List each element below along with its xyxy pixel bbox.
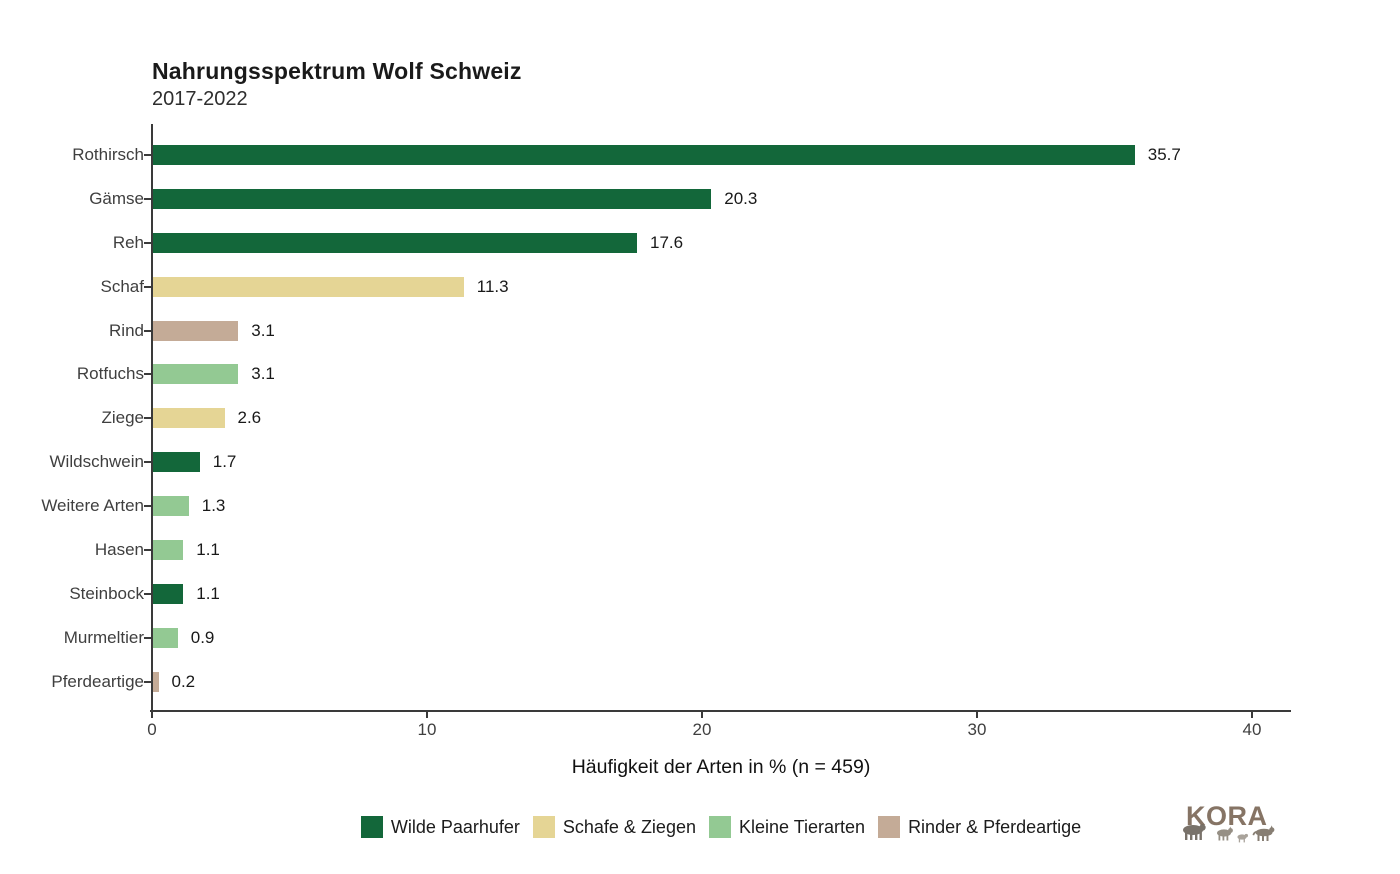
bar-weitere-arten (153, 496, 189, 517)
legend-label-kleine-tierarten: Kleine Tierarten (738, 816, 866, 837)
category-label-rothirsch: Rothirsch (72, 144, 144, 164)
value-label-weitere-arten: 1.3 (201, 496, 226, 516)
category-label-pferdeartige: Pferdeartige (51, 671, 144, 691)
category-label-schaf: Schaf (100, 276, 144, 296)
x-axis-tick-40 (1251, 712, 1253, 718)
value-label-schaf: 11.3 (476, 276, 509, 296)
x-axis-title: Häufigkeit der Arten in % (n = 459) (571, 756, 871, 778)
bar-hasen (153, 540, 184, 561)
value-label-hasen: 1.1 (196, 540, 220, 560)
value-label-rotfuchs: 3.1 (251, 364, 275, 384)
legend-swatch-wilde-paarhufer (360, 816, 383, 838)
value-label-rothirsch: 35.7 (1147, 144, 1181, 164)
value-label-reh: 17.6 (650, 232, 684, 252)
category-label-rotfuchs: Rotfuchs (76, 364, 144, 384)
x-axis-tick-label-0: 0 (147, 720, 157, 739)
chart-title: Nahrungsspektrum Wolf Schweiz (152, 58, 522, 84)
y-axis-tick (144, 417, 151, 420)
kora-logo: KORA (1183, 801, 1276, 849)
x-axis-tick-label-30: 30 (967, 720, 987, 739)
y-axis-tick (144, 636, 151, 639)
chart-subtitle: 2017-2022 (152, 88, 248, 110)
y-axis-tick (144, 461, 151, 464)
legend-item-kleine-tierarten: Kleine Tierarten (708, 816, 866, 838)
y-axis-tick (144, 592, 151, 595)
legend-swatch-rinder-pferdeartige (878, 816, 901, 838)
category-label-rind: Rind (109, 320, 144, 340)
bar-schaf (153, 276, 464, 297)
x-axis-tick-label-10: 10 (417, 720, 437, 739)
bar-ziege (153, 408, 225, 429)
legend-label-rinder-pferdeartige: Rinder & Pferdeartige (908, 816, 1082, 837)
bar-rothirsch (153, 144, 1135, 165)
category-label-gämse: Gämse (89, 188, 144, 208)
value-label-gämse: 20.3 (724, 188, 758, 208)
category-label-steinbock: Steinbock (69, 583, 144, 603)
value-label-wildschwein: 1.7 (212, 452, 237, 472)
kora-logo-text: KORA (1186, 801, 1268, 831)
legend-swatch-kleine-tierarten (708, 816, 731, 838)
y-axis-tick (144, 373, 151, 376)
category-label-weitere-arten: Weitere Arten (41, 496, 144, 516)
x-axis-tick-30 (976, 712, 978, 718)
bar-murmeltier (153, 627, 178, 648)
bar-pferdeartige (153, 671, 159, 692)
value-label-pferdeartige: 0.2 (171, 671, 196, 691)
animal-silhouettes-icon (1183, 824, 1275, 843)
category-label-reh: Reh (112, 232, 144, 252)
bar-gämse (153, 188, 712, 209)
category-label-hasen: Hasen (94, 540, 144, 560)
y-axis-tick (144, 153, 151, 156)
value-label-murmeltier: 0.9 (190, 627, 215, 647)
x-axis-tick-label-20: 20 (692, 720, 712, 739)
category-label-ziege: Ziege (101, 408, 144, 428)
plot-area: Rothirsch 35.7 Gämse 20.3 Reh 17.6 Schaf 11.3 Ri… (41, 133, 1290, 704)
y-axis-line (151, 124, 153, 711)
bar-steinbock (153, 583, 184, 604)
y-axis-tick (144, 197, 151, 200)
legend-swatch-schafe-ziegen (532, 816, 555, 838)
y-axis-tick (144, 329, 151, 332)
chart-legend: Wilde Paarhufer Schafe & Ziegen Kleine Tie… (152, 813, 1290, 841)
x-axis-tick-10 (426, 712, 428, 718)
y-axis-tick (144, 680, 151, 683)
bar-wildschwein (153, 452, 200, 473)
legend-label-wilde-paarhufer: Wilde Paarhufer (390, 816, 520, 837)
value-label-steinbock: 1.1 (196, 583, 220, 603)
legend-item-rinder-pferdeartige: Rinder & Pferdeartige (878, 816, 1081, 838)
y-axis-tick (144, 285, 151, 288)
legend-item-wilde-paarhufer: Wilde Paarhufer (360, 816, 520, 838)
legend-item-schafe-ziegen: Schafe & Ziegen (532, 816, 696, 838)
x-axis-tick-0 (151, 712, 153, 718)
value-label-ziege: 2.6 (237, 408, 262, 428)
legend-label-schafe-ziegen: Schafe & Ziegen (562, 816, 696, 837)
bar-rotfuchs (153, 364, 239, 385)
x-axis-line (150, 710, 1291, 712)
bar-rind (153, 320, 239, 341)
y-axis-tick (144, 241, 151, 244)
y-axis-tick (144, 505, 151, 508)
category-label-wildschwein: Wildschwein (49, 452, 144, 472)
x-axis-tick-20 (701, 712, 703, 718)
x-axis-tick-label-40: 40 (1242, 720, 1262, 739)
y-axis-tick (144, 549, 151, 552)
category-label-murmeltier: Murmeltier (63, 627, 144, 647)
bar-reh (153, 232, 637, 253)
value-label-rind: 3.1 (251, 320, 275, 340)
